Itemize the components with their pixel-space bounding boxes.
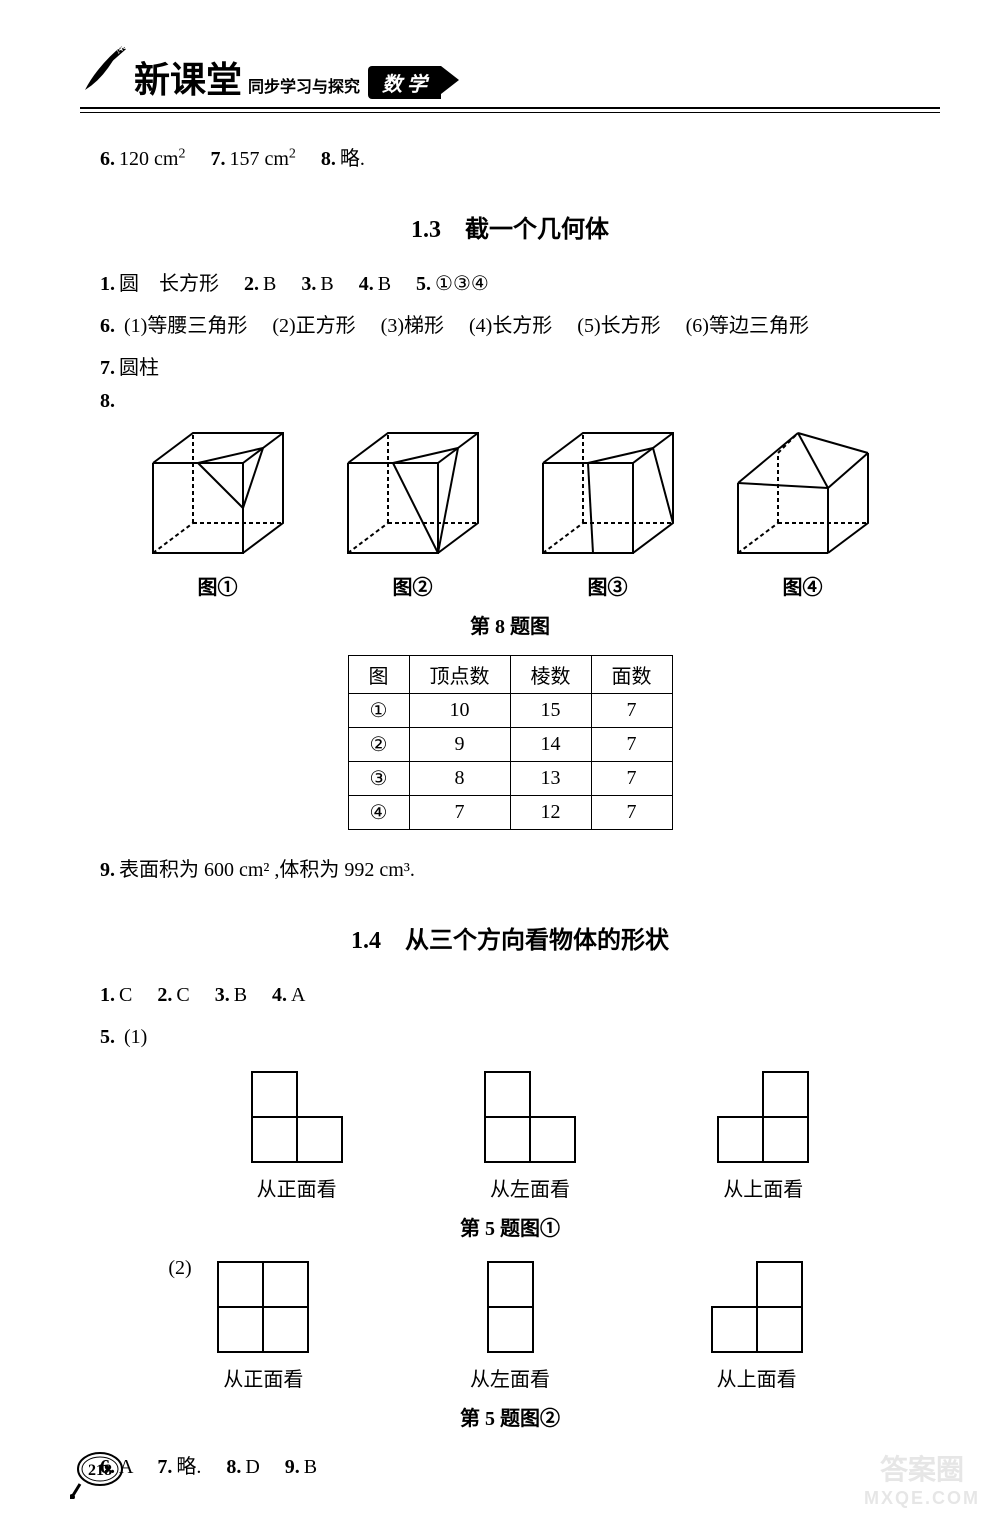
s13-q9: 9.表面积为 600 cm² ,体积为 992 cm³. (100, 850, 940, 890)
s13-q8-num: 8. (100, 390, 115, 412)
s13-q6-6: 等边三角形 (709, 315, 809, 337)
page-number-ornament: 218 (70, 1449, 140, 1499)
q8-fig4-label: 图④ (783, 571, 823, 600)
s13-q9-ans: 表面积为 600 cm² ,体积为 992 cm³. (119, 859, 415, 881)
q5-caption1: 第 5 题图① (80, 1212, 940, 1241)
s13-q2: B (263, 273, 276, 295)
s13-q3: B (320, 273, 333, 295)
q8-fig1-label: 图① (198, 571, 238, 600)
q5-1-top-label: 从上面看 (723, 1173, 803, 1202)
logo-text: 新课堂 (134, 51, 242, 103)
header-leaf-icon: New (80, 40, 130, 101)
q5-2-front-label: 从正面看 (223, 1363, 303, 1392)
q5-2-top (707, 1257, 807, 1357)
q5-2-front (213, 1257, 313, 1357)
q5-1-top (713, 1067, 813, 1167)
q8-fig4 (728, 423, 878, 563)
s14-q8: D (245, 1456, 259, 1478)
header-subtitle: 同步学习与探究 (248, 73, 360, 97)
s13-q5: ①③④ (435, 273, 489, 295)
table-row: ②9147 (348, 728, 672, 762)
s13-line1: 1.圆 长方形 2.B 3.B 4.B 5.①③④ (100, 264, 940, 304)
q5-1-left (480, 1067, 580, 1167)
s13-q1a2: 长方形 (159, 273, 219, 295)
q5-1-left-label: 从左面看 (490, 1173, 570, 1202)
s13-q6-2: 正方形 (296, 315, 356, 337)
table-row: ①10157 (348, 694, 672, 728)
q8-fig3 (533, 423, 683, 563)
subject-flag: 数 学 (368, 66, 441, 99)
q5-1-front (247, 1067, 347, 1167)
q5-2-left-label: 从左面看 (470, 1363, 550, 1392)
q5-1-views: 从正面看 从左面看 从上面看 (180, 1067, 880, 1202)
prev-answers: 6.120 cm2 7.157 cm2 8.略. (100, 139, 940, 179)
table-header-row: 图 顶点数 棱数 面数 (348, 656, 672, 694)
s13-q1a1: 圆 (119, 273, 139, 295)
s13-q6-5: 长方形 (601, 315, 661, 337)
q5-2-left (460, 1257, 560, 1357)
q8-fig1 (143, 423, 293, 563)
prev-a8: 略. (340, 148, 365, 170)
th-fig: 图 (348, 656, 409, 694)
prev-a6: 120 cm (119, 148, 178, 170)
table-row: ③8137 (348, 762, 672, 796)
q8-fig2 (338, 423, 488, 563)
q8-figures: 图① 图② (120, 423, 900, 600)
q8-fig2-label: 图② (393, 571, 433, 600)
page-header: New 新课堂 同步学习与探究 数 学 (80, 40, 940, 109)
s14-q1: C (119, 984, 132, 1006)
s14-q5-num: 5. (1) (100, 1017, 940, 1057)
s13-q6-1: 等腰三角形 (147, 315, 247, 337)
table-row: ④7127 (348, 796, 672, 830)
q5-2-num: (2) (168, 1257, 191, 1280)
s13-q6-4: 长方形 (492, 315, 552, 337)
q8-fig3-label: 图③ (588, 571, 628, 600)
page-number: 218 (88, 1462, 112, 1479)
s14-q7: 略. (176, 1456, 201, 1478)
s14-line1: 1.C 2.C 3.B 4.A (100, 975, 940, 1015)
th-e: 棱数 (510, 656, 591, 694)
s14-line2: 6.A 7.略. 8.D 9.B (100, 1447, 940, 1487)
q5-caption2: 第 5 题图② (80, 1402, 940, 1431)
s14-q4: A (291, 984, 305, 1006)
watermark: 答案圈 MXQE.COM (864, 1448, 980, 1509)
th-v: 顶点数 (409, 656, 510, 694)
s14-q3: B (234, 984, 247, 1006)
q5-2-views: (2) 从正面看 从左面看 (140, 1257, 880, 1392)
q5-2-top-label: 从上面看 (717, 1363, 797, 1392)
s13-q6-3: 梯形 (404, 315, 444, 337)
s13-q7-ans: 圆柱 (119, 357, 159, 379)
section-1-3-title: 1.3 截一个几何体 (80, 209, 940, 244)
q8-table: 图 顶点数 棱数 面数 ①10157 ②9147 ③8137 ④7127 (348, 655, 673, 830)
s14-q9: B (304, 1456, 317, 1478)
prev-a7: 157 cm (229, 148, 288, 170)
section-1-4-title: 1.4 从三个方向看物体的形状 (80, 920, 940, 955)
q8-caption: 第 8 题图 (80, 610, 940, 639)
s13-q4: B (378, 273, 391, 295)
s13-q6: 6. (1)等腰三角形 (2)正方形 (3)梯形 (4)长方形 (5)长方形 (… (100, 306, 940, 346)
s14-q2: C (176, 984, 189, 1006)
s13-q7: 7.圆柱 (100, 348, 940, 388)
th-f: 面数 (591, 656, 672, 694)
q5-1-front-label: 从正面看 (257, 1173, 337, 1202)
